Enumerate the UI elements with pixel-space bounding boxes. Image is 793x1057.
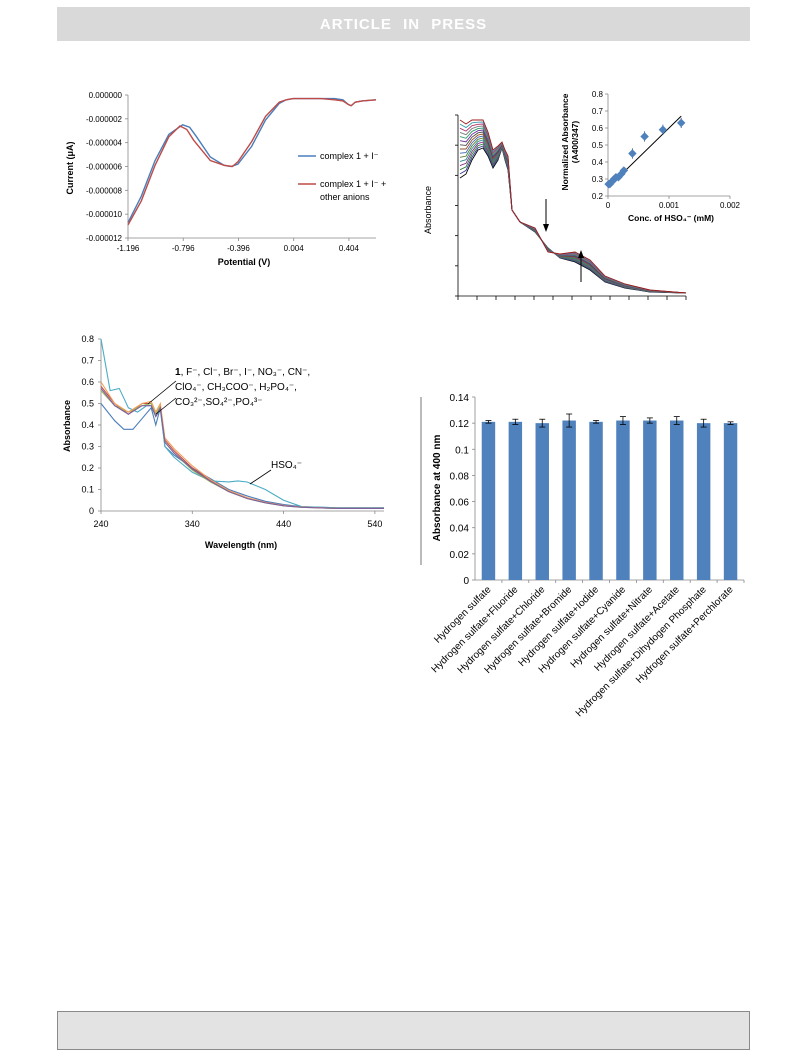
selectivity-y-tick-label: 0.7: [81, 356, 94, 366]
titration-ylabel: Absorbance: [423, 186, 433, 234]
cv-xlabel: Potential (V): [218, 257, 271, 267]
selectivity-y-tick-label: 0.2: [81, 463, 94, 473]
bar-y-tick-label: 0.12: [450, 419, 470, 430]
cv-y-tick-label: -0.000002: [86, 115, 123, 124]
inset-y-tick-label: 0.4: [592, 158, 604, 167]
bar-7: [643, 420, 657, 580]
inset-y-tick-label: 0.7: [592, 107, 604, 116]
bar-1: [481, 421, 496, 580]
bar-y-tick-label: 0.08: [450, 471, 470, 482]
inset-y-tick-label: 0.5: [592, 141, 604, 150]
anion-list-rest-1: , F⁻, Cl⁻, Br⁻, I⁻, NO₃⁻, CN⁻,: [181, 367, 311, 378]
cv-x-tick-label: -0.396: [227, 244, 250, 253]
selectivity-x-tick-label: 440: [276, 519, 291, 529]
bar-6: [616, 420, 630, 580]
titration-spectrum-15: [459, 119, 687, 294]
anion-list-bold-1: 1: [175, 367, 181, 378]
bar-y-tick-label: 0.02: [450, 550, 470, 561]
selectivity-y-tick-label: 0.6: [81, 377, 94, 387]
selectivity-xlabel: Wavelength (nm): [205, 540, 277, 550]
bar-2: [508, 421, 523, 580]
inset-x-tick-label: 0: [606, 201, 611, 210]
cv-y-tick-label: 0.000000: [89, 91, 123, 100]
bar-y-tick-label: 0.1: [455, 445, 469, 456]
cv-x-tick-label: -0.796: [172, 244, 195, 253]
cv-y-tick-label: -0.000006: [86, 163, 123, 172]
bar-y-tick-label: 0: [463, 576, 469, 587]
inset-ylabel-line1: Normalized Absorbance: [560, 93, 570, 190]
cv-y-tick-label: -0.000010: [86, 210, 123, 219]
bar-8: [670, 420, 684, 580]
cv-series-line-2: [127, 97, 377, 226]
cv-y-tick-label: -0.000004: [86, 139, 123, 148]
bar-10: [723, 423, 738, 580]
selectivity-x-tick-label: 240: [93, 519, 108, 529]
bar-3: [535, 423, 549, 580]
inset-y-tick-label: 0.3: [592, 175, 604, 184]
bar-y-tick-label: 0.04: [450, 524, 470, 535]
inset-background: [552, 86, 748, 226]
footer-bar: [57, 1011, 750, 1050]
cv-legend-label-1: complex 1 + I⁻: [320, 151, 379, 161]
cv-ylabel: Current (μA): [65, 141, 75, 194]
cv-legend-label-2b: other anions: [320, 192, 370, 202]
bar-5: [589, 421, 603, 580]
bar-ylabel: Absorbance at 400 nm: [432, 435, 443, 542]
selectivity-y-tick-label: 0.1: [81, 485, 94, 495]
hso4-leader: [249, 469, 272, 485]
selectivity-spectrum-1: [100, 403, 384, 509]
cv-legend-label-2: complex 1 + I⁻ +: [320, 179, 386, 189]
anion-list-line-1: 1, F⁻, Cl⁻, Br⁻, I⁻, NO₃⁻, CN⁻,: [175, 367, 310, 378]
cv-x-tick-label: -1.196: [117, 244, 140, 253]
inset-y-tick-label: 0.6: [592, 124, 604, 133]
anion-list-line-2: ClO₄⁻, CH₃COO⁻, H₂PO₄⁻,: [175, 382, 297, 393]
down-arrow: [543, 199, 549, 232]
selectivity-y-tick-label: 0.5: [81, 399, 94, 409]
cv-y-tick-label: -0.000008: [86, 186, 123, 195]
selectivity-spectrum-2: [100, 338, 384, 509]
running-header-text: ARTICLE IN PRESS: [319, 15, 488, 33]
running-header: ARTICLE IN PRESS: [57, 7, 750, 41]
selectivity-x-tick-label: 340: [185, 519, 200, 529]
bar-y-tick-label: 0.14: [450, 393, 470, 404]
anion-list-line-3: CO₃²⁻,SO₄²⁻,PO₄³⁻: [175, 397, 263, 408]
selectivity-y-tick-label: 0.4: [81, 420, 94, 430]
inset-y-tick-label: 0.8: [592, 90, 604, 99]
selectivity-ylabel: Absorbance: [62, 400, 72, 452]
inset-y-tick-label: 0.2: [592, 192, 604, 201]
anion-list-leader: [147, 380, 177, 405]
hso4-label: HSO₄⁻: [271, 460, 302, 471]
bar-4: [562, 420, 576, 580]
inset-ylabel-line2: (A400/347): [570, 121, 580, 164]
inset-x-tick-label: 0.002: [720, 201, 741, 210]
selectivity-y-tick-label: 0.3: [81, 442, 94, 452]
anion-list-leader-2: [155, 397, 177, 415]
cv-x-tick-label: 0.404: [339, 244, 360, 253]
bar-y-tick-label: 0.06: [450, 498, 470, 509]
cv-x-tick-label: 0.004: [284, 244, 305, 253]
up-arrow: [578, 250, 584, 282]
selectivity-spectrum-6: [100, 388, 384, 509]
selectivity-y-tick-label: 0: [89, 506, 94, 516]
selectivity-y-tick-label: 0.8: [81, 334, 94, 344]
inset-xlabel: Conc. of HSO₄⁻ (mM): [628, 213, 714, 223]
inset-x-tick-label: 0.001: [659, 201, 680, 210]
bar-9: [696, 423, 711, 580]
selectivity-x-tick-label: 540: [367, 519, 382, 529]
cv-y-tick-label: -0.000012: [86, 234, 123, 243]
